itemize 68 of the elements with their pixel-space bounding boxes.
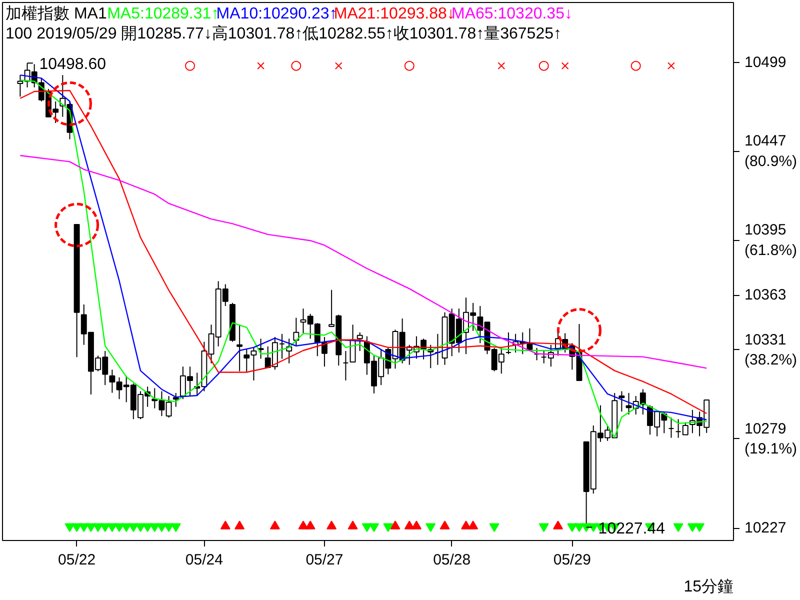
candlestick — [668, 417, 674, 438]
point — [538, 523, 549, 532]
candlestick — [356, 332, 363, 352]
point — [107, 523, 118, 532]
point — [673, 523, 684, 532]
annotation: 10227.44 — [598, 520, 666, 538]
y-tick-label: 10331 (38.2%) — [744, 331, 798, 369]
point — [574, 523, 584, 532]
candlestick — [342, 350, 349, 381]
point — [93, 523, 104, 532]
point — [404, 60, 414, 71]
point — [291, 60, 302, 71]
y-tick-label: 10499 — [744, 54, 786, 71]
y-tick-label: 10363 — [744, 286, 786, 304]
candlestick — [618, 390, 625, 412]
y-tick-label: 10279 (19.1%) — [744, 420, 798, 458]
line-series — [20, 154, 708, 369]
point — [86, 523, 96, 532]
point — [54, 202, 100, 248]
point — [150, 523, 160, 532]
point — [426, 523, 436, 532]
point — [114, 523, 124, 532]
point — [128, 523, 138, 532]
point — [694, 523, 705, 532]
point — [121, 523, 132, 532]
point — [489, 523, 500, 532]
point — [498, 62, 506, 70]
point — [257, 62, 264, 70]
point — [135, 523, 146, 532]
point — [156, 523, 167, 532]
point — [185, 60, 196, 71]
x-tick-label: 05/24 — [185, 552, 223, 568]
text: MA65:10320.35↓ — [452, 6, 572, 22]
point — [64, 523, 75, 532]
point — [630, 60, 641, 71]
candlestick — [505, 332, 512, 355]
candlestick — [236, 324, 243, 372]
point — [369, 523, 380, 532]
x-tick-label: 05/22 — [58, 552, 96, 568]
point — [668, 62, 675, 70]
point — [567, 523, 578, 532]
text: 15分鐘 — [684, 578, 734, 596]
point — [334, 62, 342, 70]
point — [687, 523, 698, 532]
x-tick-label: 05/29 — [553, 552, 591, 568]
point — [362, 523, 372, 532]
point — [164, 523, 174, 532]
point — [142, 523, 153, 532]
point — [78, 523, 89, 532]
y-tick-label: 10447 (80.9%) — [744, 132, 798, 170]
y-tick-label: 10395 (61.8%) — [744, 222, 798, 260]
point — [556, 308, 602, 353]
point — [47, 81, 92, 126]
x-tick-label: 05/28 — [433, 552, 471, 568]
point — [100, 523, 110, 532]
point — [72, 523, 82, 532]
x-tick-label: 05/27 — [306, 552, 344, 568]
candlestick — [258, 338, 264, 360]
point — [383, 523, 394, 532]
point — [561, 62, 569, 70]
candlestick — [534, 347, 540, 361]
point — [170, 523, 181, 532]
candlestick — [434, 333, 441, 366]
point — [538, 60, 549, 71]
text: 100 2019/05/29 開10285.77↓高10301.78↑低10282.55↑收10301.78↑量367525↑ — [6, 24, 562, 42]
annotation: 10498.60 — [39, 56, 106, 74]
y-tick-label: 10227 — [744, 520, 786, 537]
chart-title: 加權指數 MA1 — [6, 4, 107, 22]
